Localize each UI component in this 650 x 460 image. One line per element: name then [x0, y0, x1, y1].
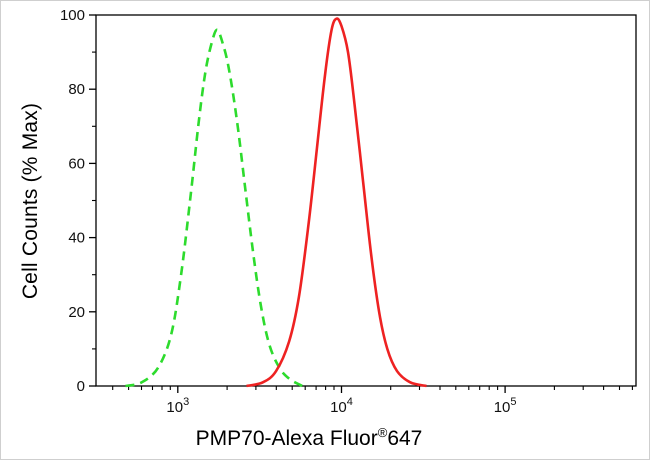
- svg-text:0: 0: [77, 378, 85, 395]
- x-axis-label: PMP70-Alexa Fluor®647: [196, 425, 423, 451]
- registered-trademark-symbol: ®: [377, 425, 388, 440]
- svg-text:105: 105: [494, 396, 517, 416]
- y-axis-label: Cell Counts (% Max): [19, 102, 42, 300]
- svg-text:60: 60: [68, 155, 85, 172]
- x-axis-label-main: PMP70-Alexa Fluor: [195, 427, 378, 450]
- series-negative-control: [125, 28, 303, 388]
- series-pmp70-stained: [246, 17, 427, 388]
- svg-text:20: 20: [68, 304, 85, 321]
- svg-text:100: 100: [60, 7, 85, 24]
- x-axis-label-suffix: 647: [387, 427, 423, 450]
- svg-text:40: 40: [68, 230, 85, 247]
- svg-text:80: 80: [68, 81, 85, 98]
- svg-text:103: 103: [166, 396, 189, 416]
- svg-text:104: 104: [330, 396, 353, 416]
